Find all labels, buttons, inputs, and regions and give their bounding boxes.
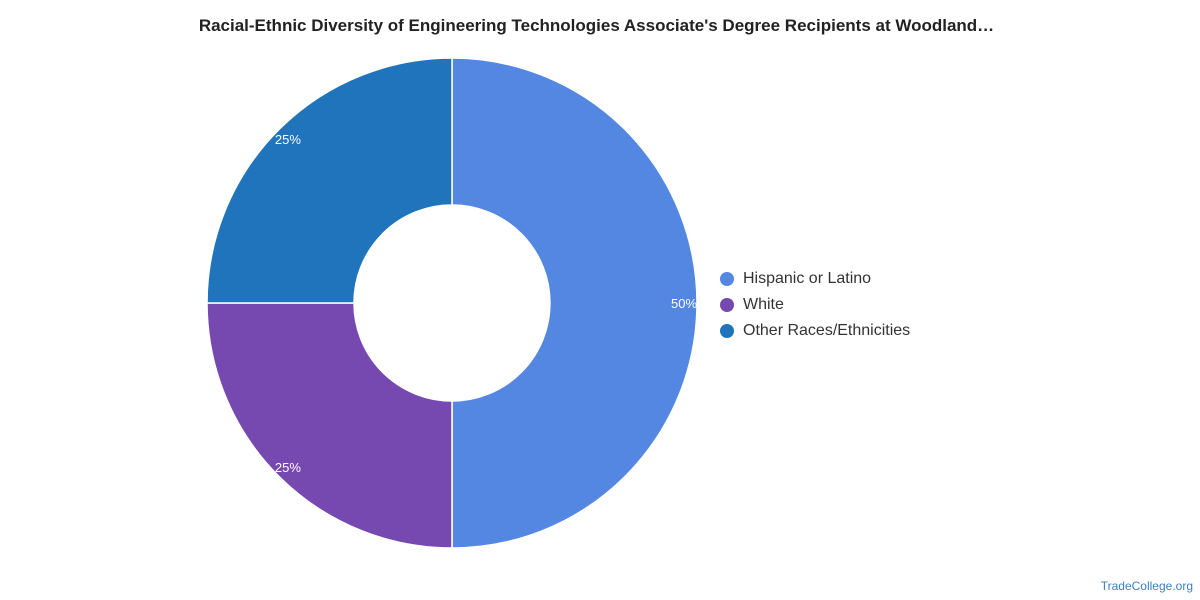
chart-title: Racial-Ethnic Diversity of Engineering T…	[198, 16, 995, 35]
legend-swatch-icon	[720, 272, 734, 286]
legend-item-other-races-ethnicities[interactable]: Other Races/Ethnicities	[720, 318, 910, 344]
slice-white[interactable]	[206, 302, 453, 549]
legend-label: White	[743, 296, 784, 313]
chart-legend: Hispanic or Latino White Other Races/Eth…	[720, 266, 910, 344]
legend-label: Hispanic or Latino	[743, 270, 872, 287]
slice-hispanic-or-latino[interactable]	[451, 57, 698, 549]
legend-label: Other Races/Ethnicities	[743, 322, 911, 339]
legend-swatch-icon	[720, 298, 734, 312]
slice-other-races-ethnicities[interactable]	[206, 57, 453, 304]
slice-value-label: 25%	[275, 132, 301, 147]
legend-item-hispanic-or-latino[interactable]: Hispanic or Latino	[720, 266, 910, 292]
legend-item-white[interactable]: White	[720, 292, 910, 318]
slice-value-label: 25%	[275, 460, 301, 475]
slice-value-label: 50%	[671, 296, 697, 311]
legend-swatch-icon	[720, 324, 734, 338]
watermark-link[interactable]: TradeCollege.org	[1100, 579, 1193, 593]
